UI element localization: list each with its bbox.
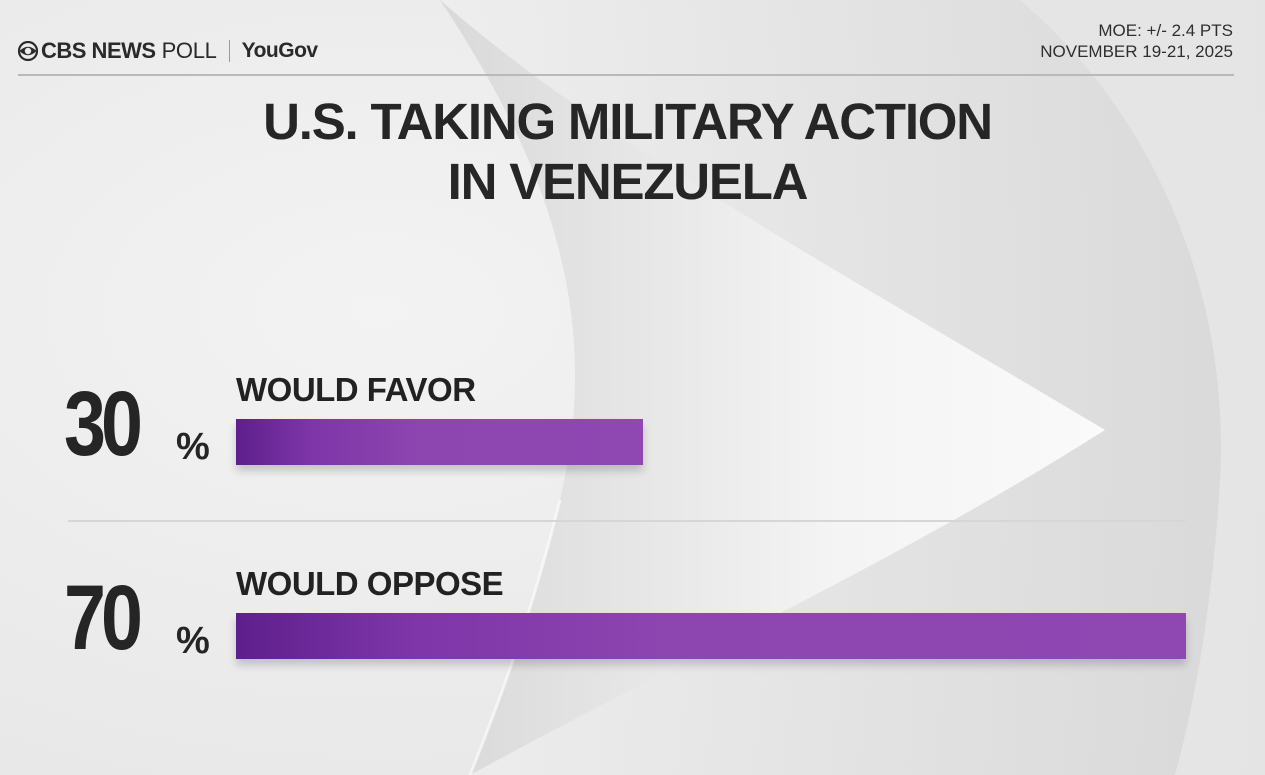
chart-title: U.S. TAKING MILITARY ACTION IN VENEZUELA bbox=[0, 92, 1255, 212]
bar-row-oppose: 70 % WOULD OPPOSE bbox=[0, 554, 1265, 684]
brand-poll-suffix: POLL bbox=[161, 38, 217, 63]
margin-of-error: MOE: +/- 2.4 PTS bbox=[1098, 21, 1233, 40]
bar-row-favor: 30 % WOULD FAVOR bbox=[0, 360, 1265, 490]
percent-sign: % bbox=[176, 620, 210, 662]
poll-dates: NOVEMBER 19-21, 2025 bbox=[1040, 42, 1233, 61]
percent-label: 70 % bbox=[64, 554, 232, 664]
chart-title-line-1: U.S. TAKING MILITARY ACTION bbox=[263, 93, 993, 150]
percent-sign: % bbox=[176, 426, 210, 468]
cbs-news-poll-logo: CBS NEWS POLL YouGov bbox=[18, 36, 318, 66]
chart-title-line-2: IN VENEZUELA bbox=[447, 153, 809, 210]
row-divider bbox=[68, 520, 1186, 522]
category-label: WOULD OPPOSE bbox=[236, 565, 504, 602]
brand-name: CBS NEWS bbox=[41, 38, 156, 63]
category-label: WOULD FAVOR bbox=[236, 371, 476, 408]
percent-value: 70 bbox=[64, 567, 143, 669]
bar-favor bbox=[236, 419, 643, 465]
cbs-eye-icon bbox=[18, 41, 38, 61]
header-rule bbox=[18, 74, 1234, 76]
percent-value: 30 bbox=[64, 373, 143, 475]
bar-oppose bbox=[236, 613, 1186, 659]
percent-label: 30 % bbox=[64, 360, 232, 470]
logo-divider bbox=[228, 40, 230, 62]
partner-name: YouGov bbox=[241, 39, 318, 62]
poll-meta: MOE: +/- 2.4 PTS NOVEMBER 19-21, 2025 bbox=[1040, 20, 1233, 62]
